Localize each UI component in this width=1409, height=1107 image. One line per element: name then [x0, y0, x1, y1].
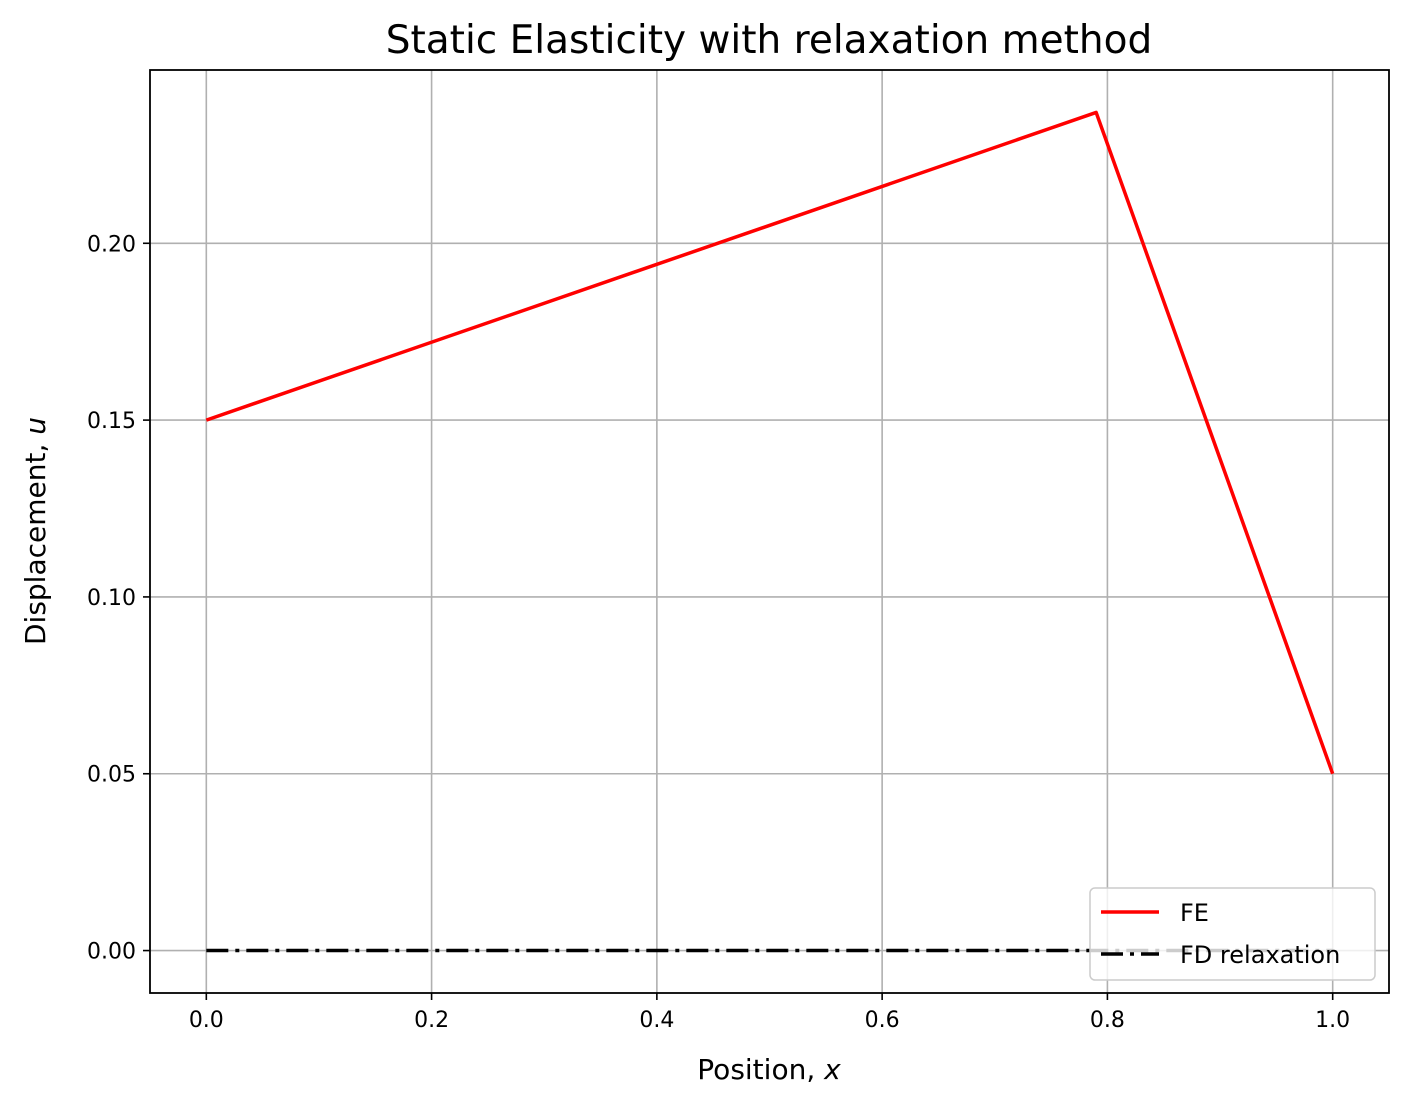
- x-axis-label-text: Position,: [697, 1053, 824, 1086]
- legend-label-fe: FE: [1180, 899, 1209, 927]
- legend-label-fd-relaxation: FD relaxation: [1180, 941, 1340, 969]
- x-axis-label-var: x: [823, 1053, 841, 1086]
- legend-box: [1089, 887, 1376, 981]
- chart-title: Static Elasticity with relaxation method: [386, 18, 1153, 63]
- y-tick-label: 0.10: [87, 586, 136, 611]
- x-tick-label: 0.2: [414, 1008, 449, 1033]
- x-tick-label: 1.0: [1315, 1008, 1350, 1033]
- y-tick-label: 0.15: [87, 409, 136, 434]
- x-axis-label: Position, x: [697, 1053, 841, 1086]
- grid: [150, 70, 1389, 993]
- y-tick-label: 0.05: [87, 763, 136, 788]
- y-axis-label-var: u: [19, 417, 52, 435]
- legend: FE FD relaxation: [1089, 887, 1376, 981]
- y-tick-label: 0.00: [87, 940, 136, 965]
- y-tick-label: 0.20: [87, 232, 136, 257]
- y-axis-ticks: 0.00 0.05 0.10 0.15 0.20: [87, 232, 150, 965]
- x-tick-label: 0.8: [1090, 1008, 1125, 1033]
- y-axis-label-text: Displacement,: [19, 435, 52, 645]
- x-axis-ticks: 0.0 0.2 0.4 0.6 0.8 1.0: [189, 993, 1350, 1033]
- x-tick-label: 0.4: [639, 1008, 674, 1033]
- series-line-fe: [205, 110, 1335, 775]
- plot-frame: [149, 69, 1390, 994]
- x-tick-label: 0.0: [189, 1008, 224, 1033]
- y-axis-label: Displacement, u: [19, 417, 52, 645]
- x-tick-label: 0.6: [865, 1008, 900, 1033]
